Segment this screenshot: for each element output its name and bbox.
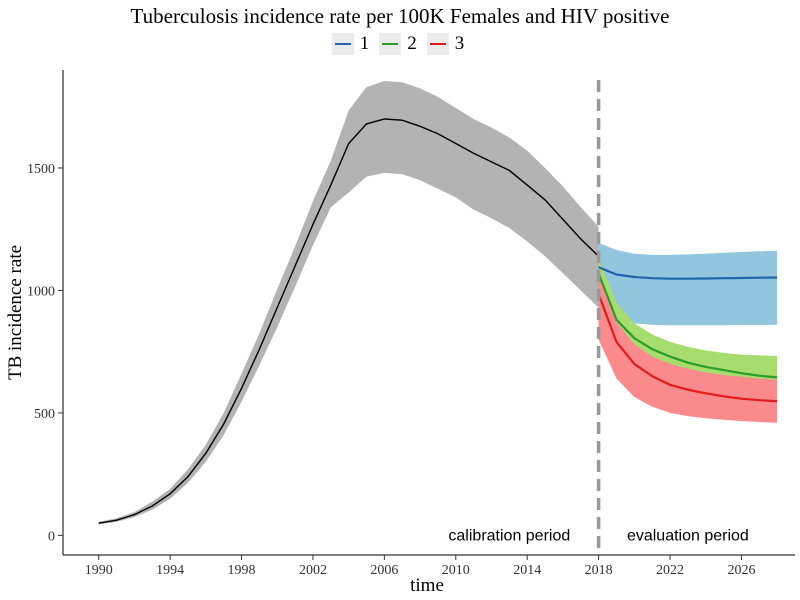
series-band-1 [598, 242, 778, 326]
series-line-2 [597, 272, 778, 379]
period-annotation: calibration period [448, 527, 570, 544]
legend-item: 1 [331, 33, 370, 55]
legend-label: 2 [407, 33, 417, 54]
series-band-3 [598, 273, 778, 423]
period-annotation: evaluation period [627, 527, 749, 544]
legend-swatch [382, 43, 399, 45]
x-tick-label: 2010 [442, 563, 470, 578]
x-tick-label: 1994 [156, 563, 184, 578]
chart-title: Tuberculosis incidence rate per 100K Fem… [130, 4, 670, 28]
y-tick-label: 1500 [27, 162, 55, 177]
x-tick-label: 2002 [299, 563, 327, 578]
y-tick-label: 0 [48, 529, 55, 544]
y-tick-label: 500 [34, 407, 55, 422]
x-tick-label: 2014 [513, 563, 541, 578]
legend-label: 1 [359, 33, 370, 54]
x-tick-label: 1998 [228, 563, 256, 578]
x-tick-label: 2018 [585, 563, 613, 578]
legend-swatch [334, 43, 351, 45]
y-tick-label: 1000 [27, 284, 55, 299]
series-band-0 [98, 81, 599, 525]
x-tick-label: 2006 [370, 563, 398, 578]
legend-item: 2 [379, 33, 417, 55]
series-line-0 [98, 118, 600, 524]
x-tick-label: 2026 [727, 563, 755, 578]
series-line-3 [597, 293, 778, 403]
legend-label: 3 [454, 33, 465, 54]
legend-key [426, 33, 449, 55]
x-tick-label: 2022 [656, 563, 684, 578]
legend-item: 3 [426, 33, 465, 55]
legend-key [379, 33, 402, 55]
x-axis-label: time [410, 575, 444, 596]
series-line-1 [598, 266, 778, 280]
legend-swatch [429, 43, 446, 45]
legend-key [331, 33, 354, 55]
y-axis-label: TB incidence rate [5, 245, 26, 380]
x-tick-label: 1990 [85, 563, 113, 578]
legend: 1 2 3 [0, 33, 800, 55]
